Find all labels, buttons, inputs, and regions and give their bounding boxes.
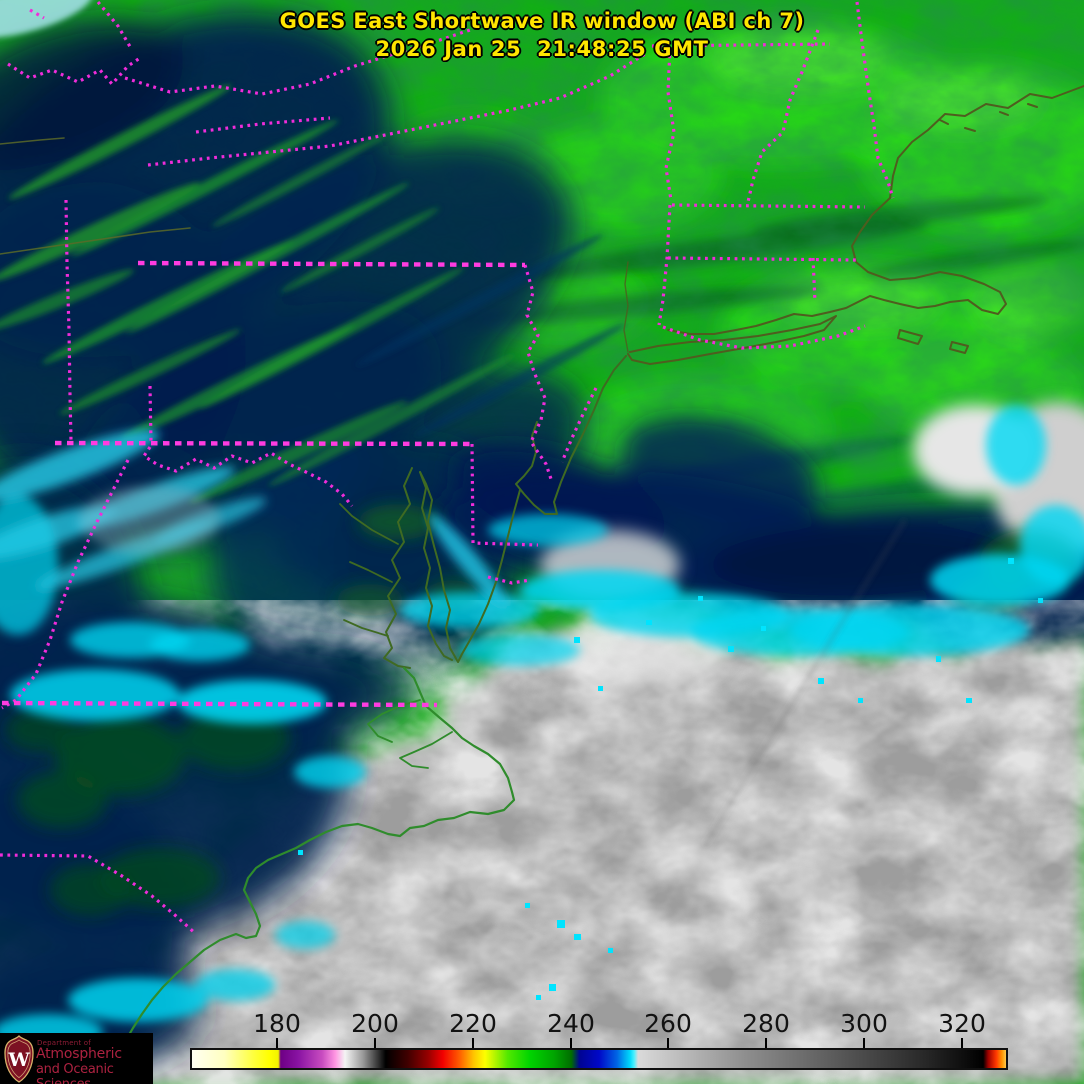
colorbar-tick: [765, 1038, 767, 1048]
cyan-flecks: [298, 558, 1043, 1000]
rivers-chesapeake: [339, 503, 399, 637]
colorbar-scale: [190, 1048, 1008, 1070]
border-canada-45: [651, 42, 831, 48]
coast-islands-ma: [897, 329, 969, 354]
border-ontario-shore-south: [147, 50, 649, 167]
coastlines-layer: [0, 85, 1084, 1042]
border-md-de: [470, 443, 539, 547]
coast-lake-erie: [0, 137, 191, 255]
border-md-va-delmarva: [487, 575, 531, 585]
colorbar-label: 200: [351, 1009, 399, 1038]
contrail-arcs: [703, 519, 1064, 1011]
logo-dept-line: Department of: [37, 1039, 91, 1047]
colorbar-tick: [570, 1038, 572, 1048]
southwest-green-patches: [5, 504, 1080, 916]
coast-newengland: [667, 197, 1007, 335]
colorbar-label: 220: [449, 1009, 497, 1038]
aos-logo: W Department of Atmospheric and Oceanic …: [0, 1033, 153, 1084]
svg-text:W: W: [7, 1049, 30, 1071]
logo-name-line2: and Oceanic Sciences: [36, 1062, 114, 1084]
cloud-street-streaks: [0, 0, 626, 504]
coast-maine: [889, 85, 1084, 199]
border-li-sound: [662, 324, 866, 350]
coast-new-jersey: [515, 355, 627, 515]
river-hudson: [623, 261, 629, 353]
state-borders-dashed-layer: [1, 260, 526, 708]
border-va-nc: [1, 700, 438, 708]
border-wv-va: [1, 459, 130, 710]
border-mason-dixon: [54, 440, 473, 447]
coast-chesapeake-east: [419, 471, 453, 661]
colorbar-label: 320: [938, 1009, 986, 1038]
colorbar-label: 260: [644, 1009, 692, 1038]
state-borders-layer: [0, 0, 895, 936]
border-ma-north: [671, 203, 866, 209]
logo-name-line1: Atmospheric: [36, 1046, 122, 1062]
border-potomac: [141, 446, 354, 508]
border-vt-nh: [746, 29, 820, 203]
colorbar-label: 240: [547, 1009, 595, 1038]
border-ma-ct: [667, 256, 857, 262]
colorbar-tick: [374, 1038, 376, 1048]
colorbar-tick: [961, 1038, 963, 1048]
border-stlawrence-corner: [7, 0, 331, 134]
coast-chesapeake-west: [383, 467, 413, 669]
border-wv-stub: [148, 385, 153, 444]
colorbar-tick: [667, 1038, 669, 1048]
cyan-fringes: [0, 405, 1084, 1050]
coast-delmarva-atlantic: [419, 471, 521, 663]
image-timestamp: 2026 Jan 25 21:48:25 GMT: [375, 37, 709, 61]
border-ontario-shore-north: [124, 28, 471, 96]
border-pa-ny: [137, 260, 526, 268]
colorbar-label: 280: [742, 1009, 790, 1038]
image-title: GOES East Shortwave IR window (ABI ch 7): [279, 9, 805, 33]
colorbar-tick: [863, 1038, 865, 1048]
border-ny-ct: [657, 204, 672, 326]
colorbar-label: 180: [253, 1009, 301, 1038]
coast-north-carolina: [124, 666, 516, 1042]
colorbar-label: 300: [840, 1009, 888, 1038]
uw-crest-icon: W: [4, 1035, 34, 1083]
colorbar-tick: [276, 1038, 278, 1048]
border-nj-shore-dots: [560, 387, 598, 463]
colorbar-tick: [472, 1038, 474, 1048]
coast-islands-maine: [939, 103, 1038, 132]
coast-long-island: [627, 315, 837, 365]
